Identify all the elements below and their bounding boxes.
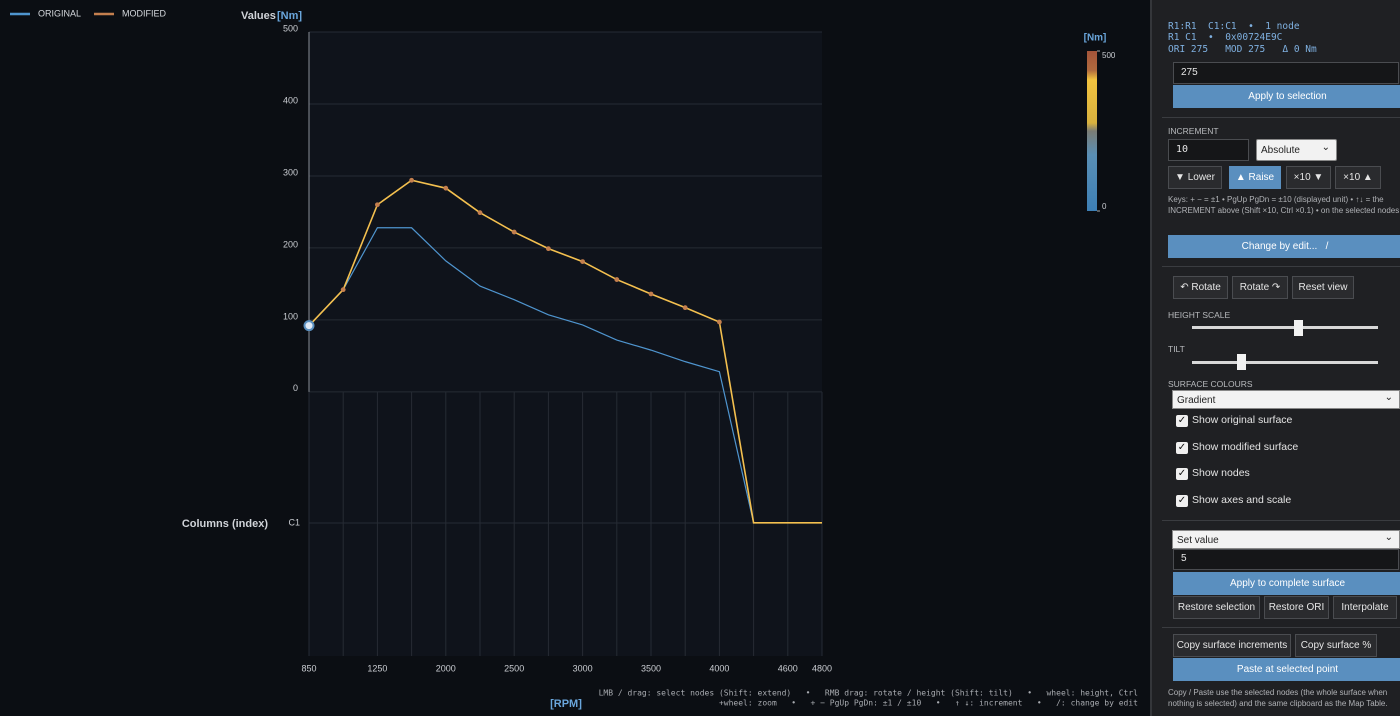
selected-node	[303, 320, 315, 332]
x-tick-label: 2500	[504, 663, 524, 673]
apply-selection-button[interactable]: Apply to selection	[1173, 85, 1400, 108]
rotate-left-button[interactable]: ↶ Rotate	[1173, 276, 1228, 299]
raise-button[interactable]: ▲ Raise	[1229, 166, 1281, 189]
checkbox[interactable]: ✓	[1176, 415, 1188, 427]
apply-surface-button[interactable]: Apply to complete surface	[1173, 572, 1400, 595]
paste-button[interactable]: Paste at selected point	[1173, 658, 1400, 681]
checkbox-label: Show axes and scale	[1192, 493, 1292, 506]
height-scale-slider[interactable]	[1294, 320, 1303, 336]
checkbox[interactable]: ✓	[1176, 441, 1188, 454]
tilt-track	[1192, 361, 1378, 364]
node-marker	[546, 246, 551, 252]
lower-button[interactable]: ▼ Lower	[1168, 166, 1222, 189]
restore-selection-button[interactable]: Restore selection	[1173, 596, 1260, 619]
row-tick-label: C1	[288, 517, 300, 527]
x-tick-label: 3500	[641, 663, 661, 673]
y-axis-unit: [Nm]	[277, 10, 302, 22]
node-marker	[375, 202, 380, 208]
copy-increments-button[interactable]: Copy surface increments	[1173, 634, 1291, 657]
y-tick-label: 300	[283, 167, 298, 177]
series-line	[308, 179, 822, 524]
surface-colours-select[interactable]: Gradient	[1172, 388, 1400, 409]
increment-mode-select[interactable]: Absolute	[1256, 137, 1337, 161]
value-input[interactable]: 275	[1173, 62, 1399, 84]
hint-line: LMB / drag: select nodes (Shift: extend)…	[599, 689, 1139, 698]
node-marker	[682, 305, 688, 311]
colorbar-tick-label: 0	[1102, 202, 1107, 211]
info-line: ORI 275 MOD 275 Δ 0 Nm	[1168, 44, 1317, 55]
x10-lower-button[interactable]: ×10 ▼	[1286, 166, 1331, 189]
colorbar-title: [Nm]	[1084, 33, 1107, 44]
tilt-label: TILT	[1168, 344, 1185, 354]
row-axis-title: Columns (index)	[182, 518, 269, 530]
rotate-right-button[interactable]: Rotate ↷	[1232, 276, 1288, 299]
clipboard-note: Copy / Paste use the selected nodes (the…	[1168, 688, 1388, 708]
y-tick-label: 100	[283, 311, 298, 321]
checkbox[interactable]: ✓	[1176, 494, 1188, 507]
x10-raise-button[interactable]: ×10 ▲	[1335, 166, 1381, 189]
legend-label: ORIGINAL	[38, 8, 81, 18]
x-tick-label: 1250	[367, 663, 387, 673]
info-line: R1:R1 C1:C1 • 1 node	[1168, 21, 1300, 32]
node-marker	[340, 287, 346, 293]
checkbox-label: Show original surface	[1192, 414, 1293, 426]
x-tick-label: 4000	[709, 663, 729, 673]
set-mode-select[interactable]: Set value	[1172, 528, 1400, 549]
node-marker	[511, 229, 517, 235]
reset-view-button[interactable]: Reset view	[1292, 276, 1354, 299]
y-tick-label: 0	[293, 383, 298, 393]
x-axis-unit: [RPM]	[550, 698, 582, 710]
node-marker	[443, 185, 449, 191]
y-tick-label: 400	[283, 95, 298, 105]
change-by-edit-button[interactable]: Change by edit... /	[1168, 235, 1400, 258]
height-scale-label: HEIGHT SCALE	[1168, 310, 1231, 320]
increment-input[interactable]: 10	[1168, 139, 1249, 161]
set-input[interactable]: 5	[1173, 549, 1399, 570]
surface-colours-label: SURFACE COLOURS	[1168, 379, 1253, 389]
separator	[1162, 627, 1400, 628]
y-axis-title: Values	[241, 10, 276, 22]
separator	[1162, 520, 1400, 521]
node-marker	[477, 210, 483, 216]
plot-area	[309, 32, 822, 656]
info-line: R1 C1 • 0x00724E9C	[1168, 32, 1283, 43]
restore-ori-button[interactable]: Restore ORI	[1264, 596, 1329, 619]
checkbox[interactable]: ✓	[1176, 468, 1188, 480]
hint-line: +wheel: zoom • + − PgUp PgDn: ±1 / ±10 •…	[719, 699, 1138, 708]
node-marker	[648, 291, 654, 297]
tilt-slider[interactable]	[1237, 354, 1246, 370]
node-marker	[717, 319, 722, 325]
copy-percent-button[interactable]: Copy surface %	[1295, 634, 1377, 657]
checkbox-label: Show modified surface	[1192, 440, 1299, 453]
keys-note: Keys: + − = ±1 • PgUp PgDn = ±10 (displa…	[1168, 195, 1400, 215]
x-tick-label: 850	[301, 663, 316, 673]
x-tick-label: 2000	[436, 663, 456, 673]
x-tick-label: 3000	[573, 663, 593, 673]
node-marker	[409, 177, 414, 183]
series-line	[308, 227, 822, 524]
separator	[1162, 266, 1400, 267]
legend-label: MODIFIED	[122, 8, 166, 18]
separator	[1162, 117, 1400, 118]
increment-label: INCREMENT	[1168, 126, 1219, 136]
x-tick-label: 4800	[812, 663, 832, 673]
interpolate-button[interactable]: Interpolate	[1333, 596, 1397, 619]
colorbar-tick-label: 500	[1102, 51, 1116, 60]
x-tick-label: 4600	[778, 663, 798, 673]
node-marker	[580, 259, 585, 264]
checkbox-label: Show nodes	[1192, 467, 1250, 479]
side-panel: R1:R1 C1:C1 • 1 node R1 C1 • 0x00724E9C …	[1150, 0, 1400, 716]
chart: Values [Nm] [RPM] Columns (index) [Nm] L…	[10, 8, 1139, 710]
y-tick-label: 200	[283, 239, 298, 249]
node-marker	[614, 277, 620, 282]
y-tick-label: 500	[283, 23, 298, 33]
colorbar	[1087, 51, 1097, 211]
height-scale-track	[1192, 326, 1378, 329]
